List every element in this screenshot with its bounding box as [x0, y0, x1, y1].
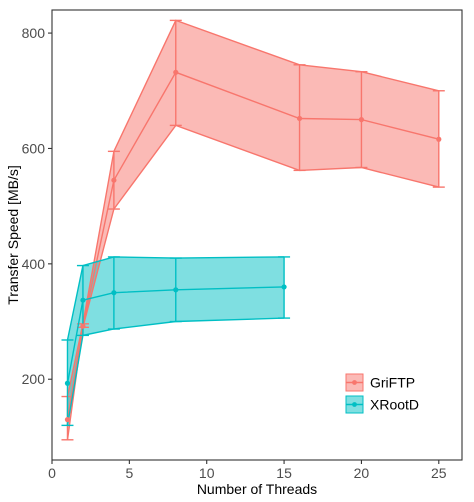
data-point-series-1-2: [111, 290, 117, 296]
x-tick-label-1: 5: [125, 465, 133, 481]
data-point-series-1-0: [64, 380, 71, 386]
y-tick-label-0: 200: [22, 371, 46, 387]
data-point-series-0-4: [296, 115, 303, 122]
data-point-series-1-3: [173, 287, 179, 293]
legend-key-point-series-0: [352, 380, 357, 385]
data-point-series-0-6: [436, 136, 442, 142]
y-axis-title: Transfer Speed [MB/s]: [5, 165, 21, 305]
y-tick-label-1: 400: [22, 256, 46, 272]
bands-layer: [67, 20, 439, 440]
data-point-series-0-0: [64, 417, 71, 423]
band-series-1: [67, 256, 285, 426]
x-tick-label-0: 0: [48, 465, 56, 481]
y-tick-label-3: 800: [22, 25, 46, 41]
legend-label-series-0: GriFTP: [370, 375, 415, 391]
lower-edge-series-1: [66, 317, 285, 426]
x-axis: 0 5 10 15 20 25: [48, 460, 447, 481]
legend-label-series-1: XRootD: [370, 397, 419, 413]
x-tick-label-4: 20: [354, 465, 370, 481]
x-tick-label-5: 25: [431, 465, 447, 481]
legend-key-point-series-1: [352, 402, 357, 407]
data-point-series-0-3: [173, 69, 179, 75]
data-point-series-1-1: [80, 297, 86, 303]
data-point-series-0-1: [80, 323, 86, 329]
legend: GriFTP XRootD: [345, 373, 419, 414]
x-axis-title: Number of Threads: [197, 481, 317, 497]
data-point-series-0-2: [111, 177, 117, 183]
band-series-0: [67, 20, 439, 440]
y-axis: 200 400 600 800: [22, 25, 52, 387]
x-tick-label-3: 15: [276, 465, 292, 481]
data-point-series-0-5: [358, 117, 365, 123]
data-point-series-1-4: [281, 284, 287, 290]
points-layer: [64, 69, 442, 423]
x-tick-label-2: 10: [199, 465, 215, 481]
y-tick-label-2: 600: [22, 140, 46, 156]
plot-frame: [51, 9, 463, 461]
